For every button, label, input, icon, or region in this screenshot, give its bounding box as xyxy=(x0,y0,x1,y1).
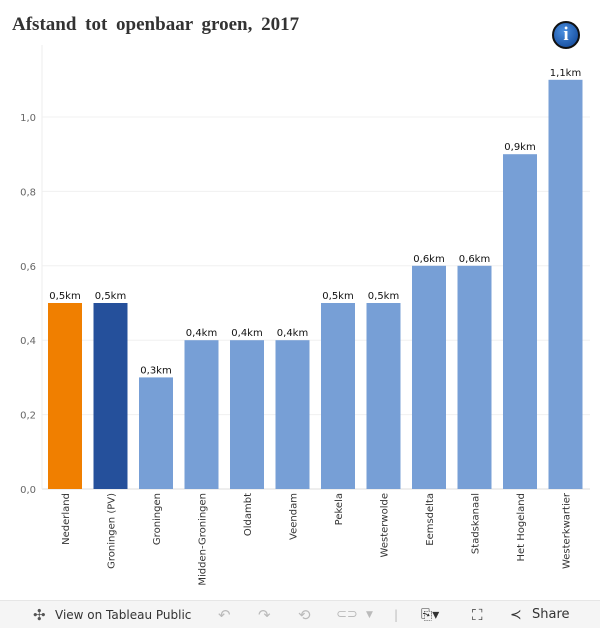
data-label: 0,5km xyxy=(49,291,80,302)
x-category-label: Midden-Groningen xyxy=(198,493,209,586)
view-on-tableau-public-link[interactable]: View on Tableau Public xyxy=(55,607,192,622)
data-label: 0,6km xyxy=(413,254,444,265)
bar xyxy=(412,265,446,489)
bar-chart: 0,0 0,2 0,4 0,6 0,8 1,0 0,5km Nederland 0,5km Gro… xyxy=(20,45,590,586)
chart-title: Afstand tot openbaar groen, 2017 xyxy=(12,14,300,35)
x-category-label: Eemsdelta xyxy=(425,493,436,546)
bar xyxy=(366,303,401,489)
share-button[interactable]: Share xyxy=(532,607,570,622)
x-category-label: Westerwolde xyxy=(380,493,391,557)
bar xyxy=(275,340,310,489)
download-icon[interactable]: ⎘▾ xyxy=(421,606,440,623)
data-label: 0,6km xyxy=(459,254,490,265)
y-tick-label: 1,0 xyxy=(20,113,36,124)
bar xyxy=(321,303,355,489)
toolbar: ✣ View on Tableau Public ↶ ↷ ⟲ ⊂⊃ ▼ | ⎘▾… xyxy=(0,600,600,628)
redo-icon[interactable]: ↷ xyxy=(258,605,271,624)
data-label: 1,1km xyxy=(550,68,581,79)
revert-icon[interactable]: ⟲ xyxy=(298,605,311,624)
x-category-label: Groningen xyxy=(152,493,163,545)
bar xyxy=(457,265,492,489)
data-label: 0,4km xyxy=(277,328,308,339)
x-category-label: Pekela xyxy=(334,493,345,525)
data-label: 0,5km xyxy=(368,291,399,302)
undo-icon[interactable]: ↶ xyxy=(218,605,231,624)
x-category-label: Het Hogeland xyxy=(516,493,527,562)
y-tick-label: 0,6 xyxy=(20,262,36,273)
x-category-label: Stadskanaal xyxy=(471,493,482,554)
bar xyxy=(503,154,537,489)
x-category-label: Groningen (PV) xyxy=(107,493,118,569)
tableau-icon: ✣ xyxy=(33,605,46,624)
bar xyxy=(139,377,173,489)
fullscreen-icon[interactable]: ⛶ xyxy=(472,605,483,624)
bar xyxy=(548,79,583,490)
data-label: 0,3km xyxy=(140,365,171,376)
x-category-label: Oldambt xyxy=(243,493,254,536)
bar xyxy=(184,340,219,489)
x-category-label: Veendam xyxy=(289,493,300,540)
x-category-label: Westerkwartier xyxy=(562,492,573,569)
y-tick-label: 0,2 xyxy=(20,411,36,422)
data-label: 0,4km xyxy=(231,328,262,339)
x-category-label: Nederland xyxy=(61,493,72,545)
bar xyxy=(230,340,264,489)
info-icon[interactable]: i xyxy=(552,21,580,49)
data-label: 0,9km xyxy=(504,142,535,153)
y-tick-label: 0,8 xyxy=(20,187,36,198)
bar xyxy=(48,303,82,489)
data-label: 0,5km xyxy=(95,291,126,302)
refresh-icon[interactable]: ⊂⊃ xyxy=(336,607,358,622)
data-label: 0,5km xyxy=(322,291,353,302)
y-tick-label: 0,4 xyxy=(20,336,36,347)
chevron-down-icon[interactable]: ▼ xyxy=(366,609,373,620)
divider: | xyxy=(394,607,399,622)
data-label: 0,4km xyxy=(186,328,217,339)
share-icon[interactable]: ≺ xyxy=(510,606,522,623)
bar xyxy=(93,303,128,489)
y-tick-label: 0,0 xyxy=(20,485,36,496)
